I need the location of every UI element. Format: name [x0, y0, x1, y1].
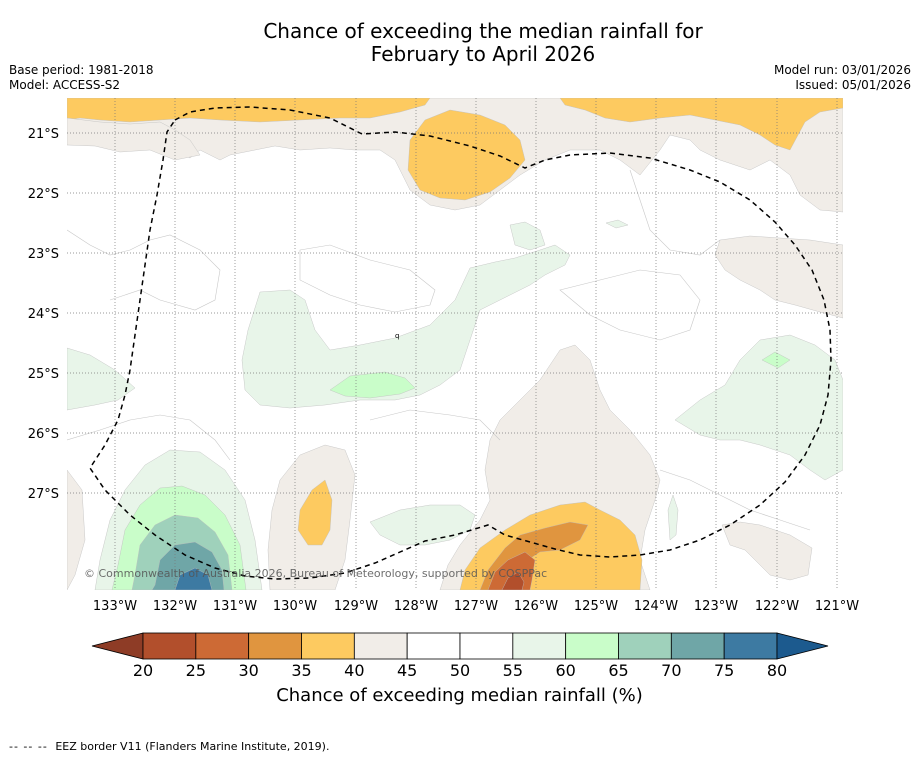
chart-title: Chance of exceeding the median rainfall … [0, 20, 919, 66]
colorbar-bin [618, 632, 672, 660]
lon-labels: 133°W 132°W 131°W 130°W 129°W 128°W 127°… [93, 599, 859, 614]
colorbar-tick-label: 35 [291, 661, 311, 680]
model-text: Model: ACCESS-S2 [9, 78, 121, 92]
lon-label: 131°W [213, 599, 257, 614]
colorbar-bin [459, 632, 514, 660]
colorbar-under-arrow [91, 632, 144, 660]
lon-label: 133°W [93, 599, 137, 614]
colorbar-bin [512, 632, 567, 660]
lat-label: 26°S [28, 427, 59, 442]
lon-label: 125°W [574, 599, 618, 614]
region-55-60-tiny [605, 219, 629, 229]
issued-text: Issued: 05/01/2026 [795, 78, 911, 92]
region-55-60-small-east [667, 494, 679, 541]
region-35-40-north-mid [407, 109, 526, 201]
lon-label: 123°W [694, 599, 738, 614]
lon-label: 126°W [514, 599, 558, 614]
region-60-65-central [329, 371, 416, 399]
lon-label: 127°W [454, 599, 498, 614]
lon-label: 124°W [634, 599, 678, 614]
region-75-80-southwest [174, 567, 213, 590]
region-35-40-north-right [559, 98, 843, 151]
title-line-2: February to April 2026 [370, 42, 596, 66]
colorbar-bin [195, 632, 250, 660]
region-55-60-central-tail [509, 221, 546, 251]
colorbar-bin [301, 632, 355, 660]
region-55-60-east [674, 334, 843, 481]
eez-border [89, 106, 832, 580]
region-40-45-east [714, 235, 843, 319]
base-period-text: Base period: 1981-2018 [9, 63, 154, 77]
colorbar-over-arrow [776, 632, 829, 660]
region-60-65-east [761, 351, 791, 369]
tiny-label-artifact: q [395, 332, 399, 340]
colorbar-bin [353, 632, 408, 660]
lat-labels: 21°S 22°S 23°S 24°S 25°S 26°S 27°S [28, 127, 59, 502]
lon-label: 122°W [755, 599, 799, 614]
colorbar-bin [406, 632, 461, 660]
lat-label: 24°S [28, 307, 59, 322]
colorbar-bin [723, 632, 778, 660]
region-55-60-central [241, 244, 571, 409]
lon-label: 128°W [394, 599, 438, 614]
region-40-45-south-east [721, 521, 813, 581]
region-55-60-west [67, 347, 136, 411]
colorbar-bin [565, 632, 619, 660]
lat-label: 25°S [28, 367, 59, 382]
meta-right: Model run: 03/01/2026 Issued: 05/01/2026 [774, 63, 911, 93]
colorbar-tick-label: 25 [186, 661, 206, 680]
colorbar-tick-label: 75 [714, 661, 734, 680]
lat-label: 21°S [28, 127, 59, 142]
region-40-45-southwest [67, 469, 86, 590]
colorbar: 20 25 30 35 40 45 50 55 60 65 70 75 80 [91, 632, 829, 680]
colorbar-tick-label: 70 [661, 661, 681, 680]
region-35-40-north-left [67, 98, 431, 123]
lon-label: 130°W [273, 599, 317, 614]
lat-label: 27°S [28, 487, 59, 502]
region-20-25-south [501, 571, 525, 590]
colorbar-tick-label: 20 [133, 661, 153, 680]
title-line-1: Chance of exceeding the median rainfall … [263, 19, 703, 43]
footer-text: EEZ border V11 (Flanders Marine Institut… [55, 740, 330, 753]
lon-label: 132°W [153, 599, 197, 614]
colorbar-tick-label: 65 [608, 661, 628, 680]
lon-label: 129°W [334, 599, 378, 614]
map-plot-area [67, 98, 843, 590]
colorbar-tick-label: 40 [344, 661, 364, 680]
model-run-text: Model run: 03/01/2026 [773, 63, 911, 77]
colorbar-tick-labels: 20 25 30 35 40 45 50 55 60 65 70 75 80 [133, 661, 787, 680]
colorbar-bin [248, 632, 302, 660]
colorbar-tick-label: 60 [555, 661, 575, 680]
colorbar-bin [670, 632, 725, 660]
eez-legend-swatch: -- -- -- [9, 740, 48, 753]
colorbar-tick-label: 50 [450, 661, 470, 680]
meta-left: Base period: 1981-2018 Model: ACCESS-S2 [9, 63, 154, 93]
lat-label: 23°S [28, 247, 59, 262]
footer-note: -- -- -- EEZ border V11 (Flanders Marine… [9, 740, 329, 753]
region-35-40-south-small [297, 479, 333, 546]
colorbar-tick-label: 55 [503, 661, 523, 680]
colorbar-bins [142, 632, 778, 660]
lon-label: 121°W [815, 599, 859, 614]
colorbar-title: Chance of exceeding median rainfall (%) [276, 685, 643, 706]
colorbar-tick-label: 80 [767, 661, 787, 680]
region-40-45-west-upper [67, 117, 201, 161]
copyright-text: © Commonwealth of Australia 2026, Bureau… [84, 567, 547, 580]
lat-label: 22°S [28, 187, 59, 202]
colorbar-tick-label: 30 [238, 661, 258, 680]
colorbar-tick-label: 45 [397, 661, 417, 680]
contour-lines [67, 169, 811, 531]
colorbar-bin [142, 632, 197, 660]
